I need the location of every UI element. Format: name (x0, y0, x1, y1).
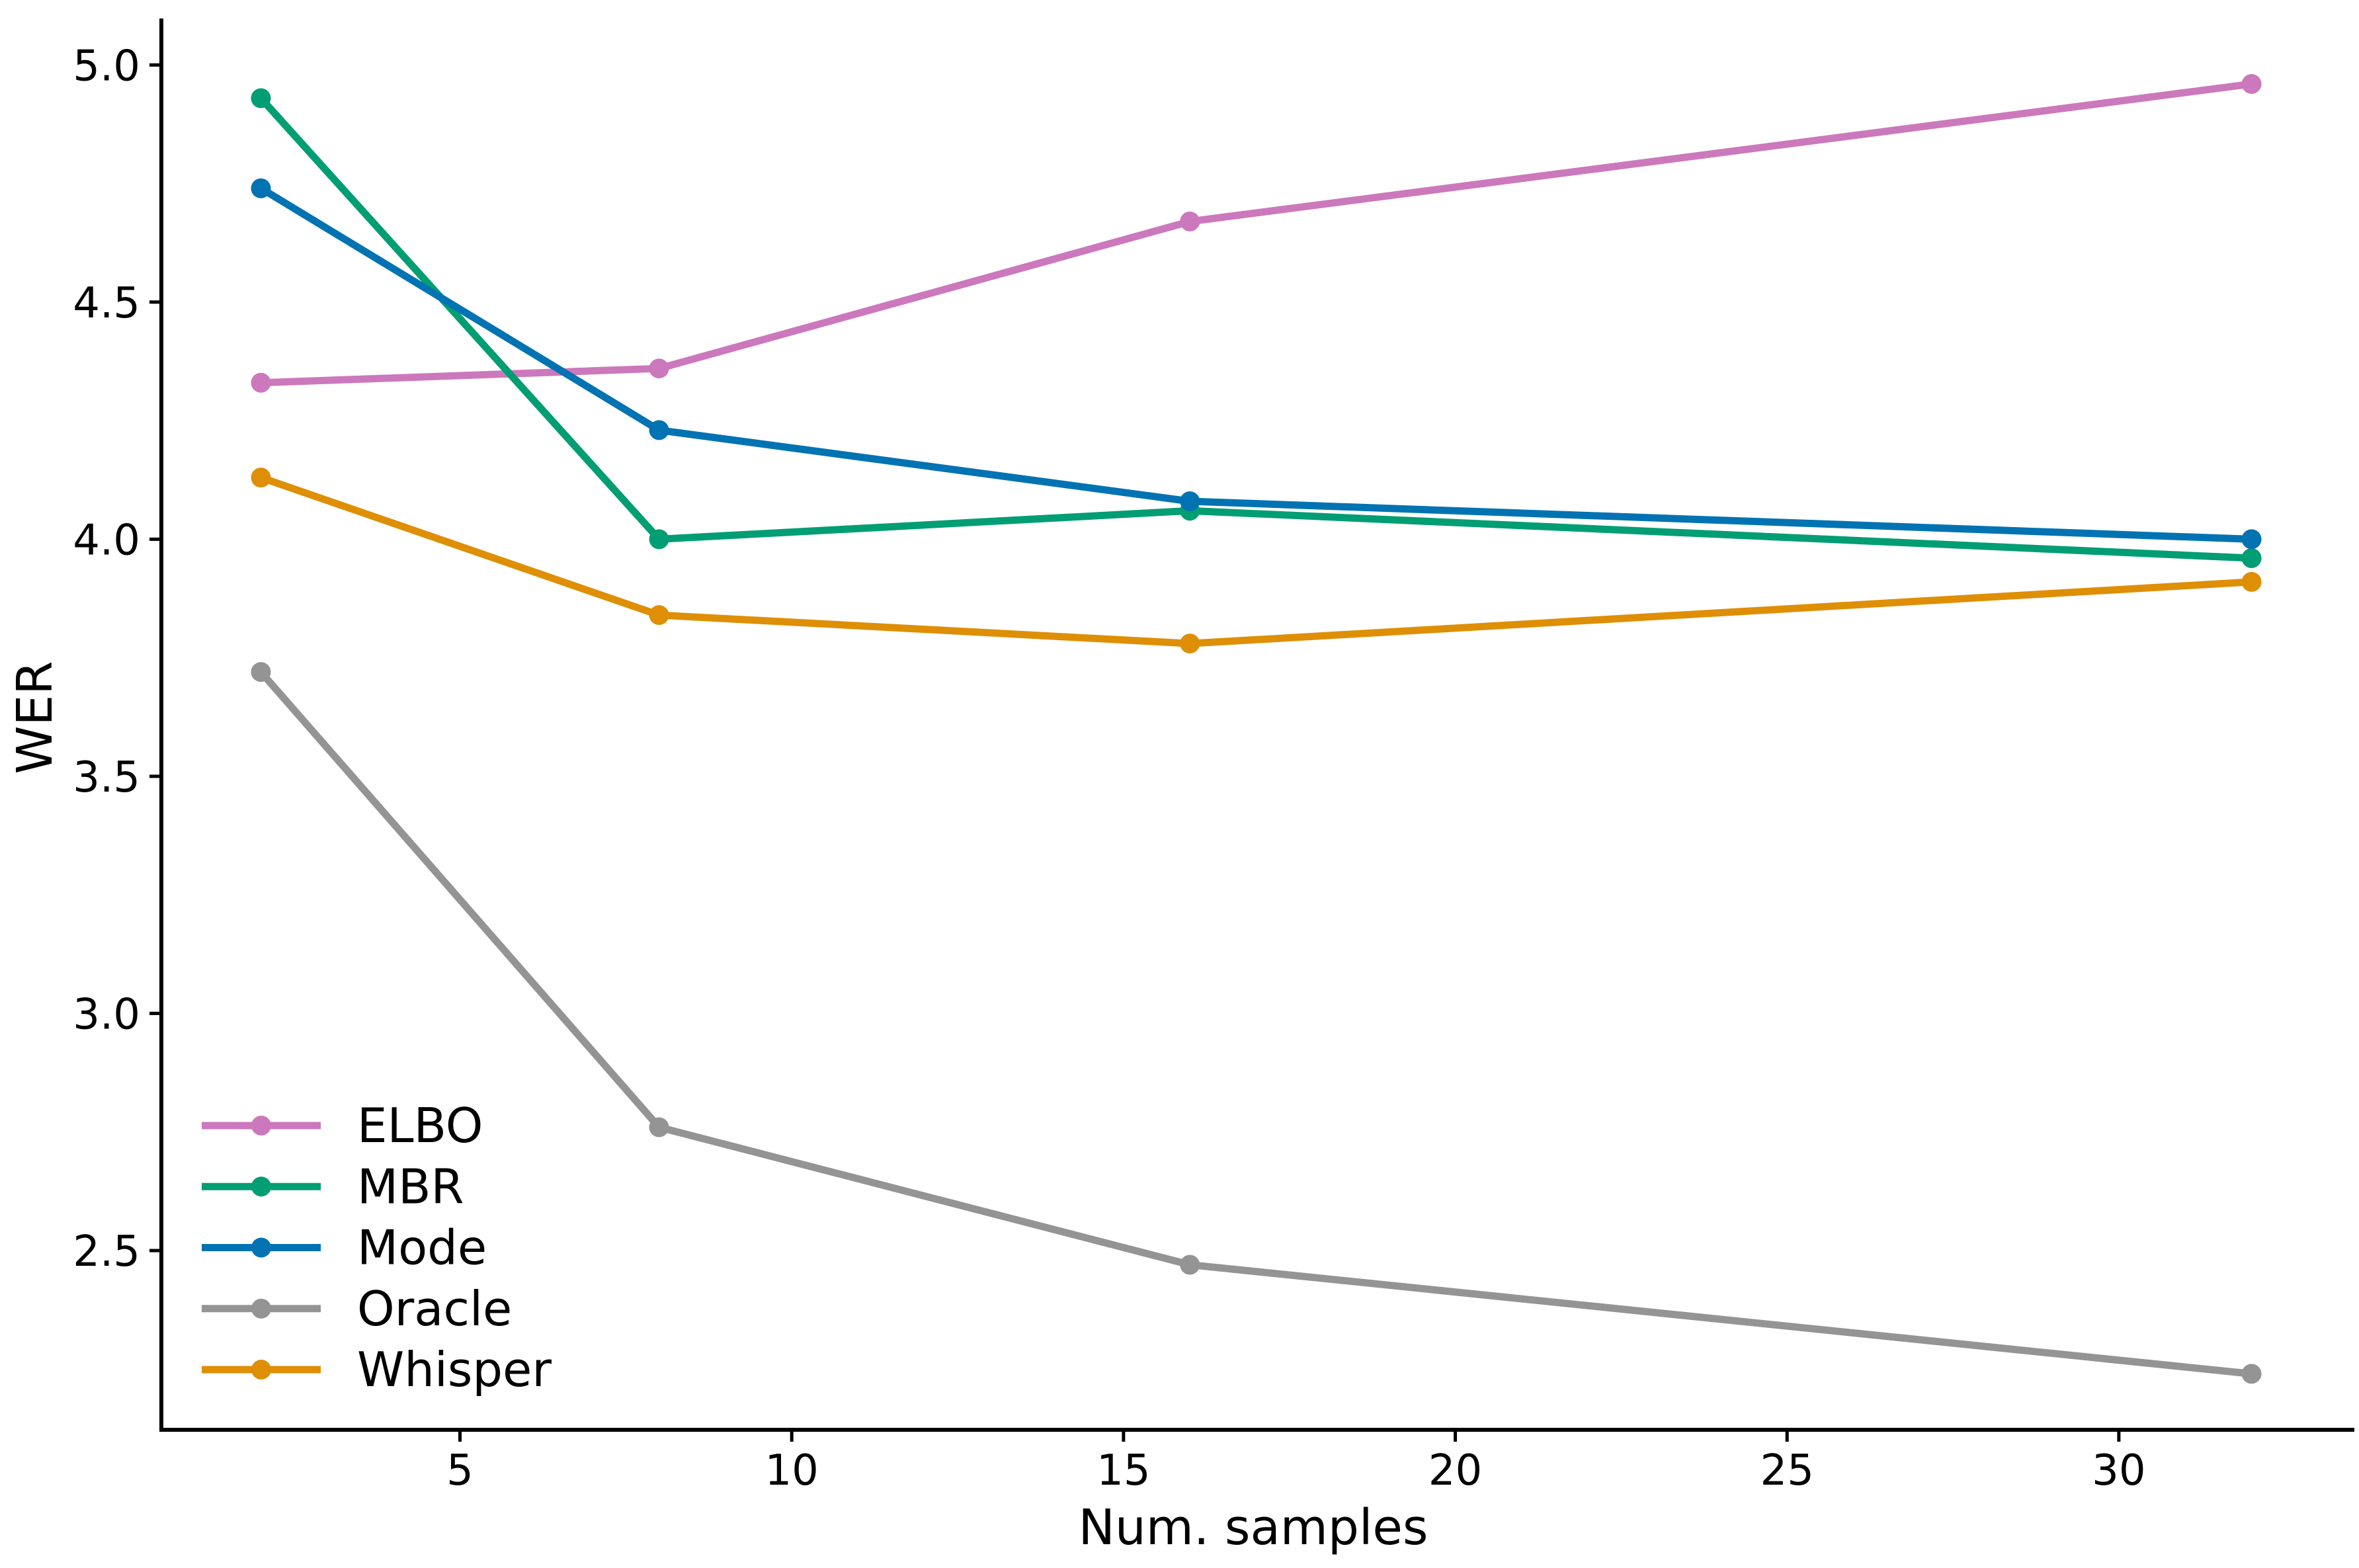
series-line-whisper (257, 474, 2256, 647)
x-tick-label: 15 (1097, 1446, 1150, 1495)
data-point-oracle-x2 (251, 662, 271, 682)
legend-marker-icon (251, 1237, 271, 1258)
data-point-oracle-x16 (1180, 1255, 1200, 1275)
legend-item-whisper: Whisper (202, 1342, 552, 1397)
series-line-mode (257, 185, 2256, 543)
series-line-oracle (257, 668, 2256, 1378)
legend-item-oracle: Oracle (202, 1281, 512, 1337)
y-axis-label: WER (7, 661, 63, 774)
x-tick-label: 20 (1428, 1446, 1482, 1495)
legend-item-elbo: ELBO (202, 1098, 483, 1153)
x-axis-label: Num. samples (1079, 1499, 1428, 1556)
legend-label: Mode (357, 1220, 487, 1276)
data-point-whisper-x2 (251, 468, 271, 488)
legend-marker-icon (251, 1360, 271, 1380)
data-point-elbo-x8 (649, 358, 669, 379)
data-point-mbr-x32 (2241, 548, 2262, 569)
y-tick-label: 4.0 (73, 516, 140, 565)
legend-marker-icon (251, 1176, 271, 1197)
legend-marker-icon (251, 1298, 271, 1319)
x-tick-label: 30 (2092, 1446, 2145, 1495)
data-point-oracle-x32 (2241, 1364, 2262, 1384)
data-point-mode-x8 (649, 420, 669, 440)
data-point-whisper-x16 (1180, 634, 1200, 654)
data-point-elbo-x32 (2241, 73, 2262, 94)
data-point-oracle-x8 (649, 1117, 669, 1137)
y-tick-label: 4.5 (73, 279, 140, 328)
data-point-elbo-x2 (251, 372, 271, 393)
legend-marker-icon (251, 1116, 271, 1135)
legend-label: MBR (357, 1159, 464, 1214)
y-tick-label: 5.0 (73, 42, 140, 91)
legend-label: Oracle (357, 1281, 512, 1337)
x-tick-label: 5 (446, 1446, 474, 1495)
y-tick-label: 3.0 (73, 990, 140, 1039)
series-line-mbr (257, 94, 2256, 562)
legend-item-mbr: MBR (202, 1159, 464, 1214)
data-point-mode-x32 (2241, 529, 2262, 550)
data-point-mbr-x8 (649, 529, 669, 550)
legend-label: Whisper (357, 1342, 552, 1397)
data-point-mode-x16 (1180, 491, 1200, 511)
legend-item-mode: Mode (202, 1220, 487, 1276)
data-point-mbr-x2 (251, 88, 271, 108)
legend-label: ELBO (357, 1098, 483, 1153)
data-point-whisper-x8 (649, 605, 669, 626)
y-tick-label: 3.5 (73, 753, 140, 802)
x-tick-label: 25 (1760, 1446, 1813, 1495)
data-point-whisper-x32 (2241, 571, 2262, 592)
series-line-elbo (257, 80, 2256, 387)
x-tick-label: 10 (765, 1446, 818, 1495)
y-tick-label: 2.5 (73, 1227, 140, 1276)
data-point-elbo-x16 (1180, 211, 1200, 231)
data-point-mode-x2 (251, 178, 271, 198)
